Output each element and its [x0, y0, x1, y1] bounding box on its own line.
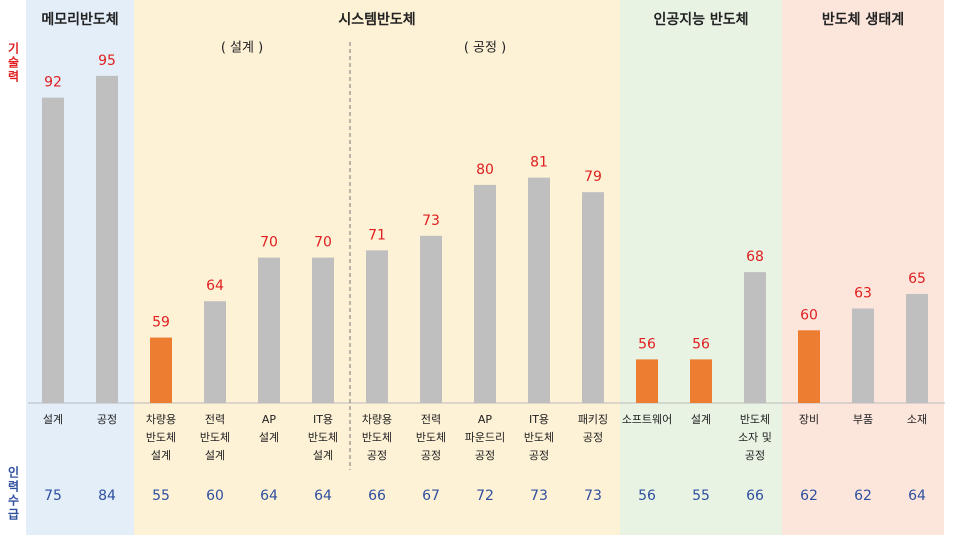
group-background: [620, 0, 782, 535]
value-label: 79: [584, 169, 602, 185]
supply-value: 56: [638, 488, 656, 504]
category-label: IT용: [529, 413, 549, 426]
value-row-label: 기술력: [6, 42, 20, 84]
supply-value: 75: [44, 488, 62, 504]
supply-row-label: 인력수급: [6, 466, 20, 522]
category-label: 부품: [853, 413, 873, 426]
supply-value: 55: [152, 488, 170, 504]
bar: [906, 293, 928, 403]
category-label: IT용: [313, 413, 333, 426]
supply-value: 62: [854, 488, 872, 504]
group-title: 시스템반도체: [338, 11, 415, 28]
category-label: 소자 및: [738, 431, 772, 444]
bar: [366, 250, 388, 403]
supply-value: 64: [908, 488, 926, 504]
value-label: 64: [206, 278, 224, 294]
category-label: AP: [478, 413, 493, 426]
category-label: 설계: [313, 449, 333, 462]
supply-value: 55: [692, 488, 710, 504]
group-title: 메모리반도체: [41, 11, 118, 28]
supply-value: 73: [584, 488, 602, 504]
bar: [582, 192, 604, 403]
supply-value: 72: [476, 488, 494, 504]
category-label: 공정: [97, 413, 117, 426]
supply-value: 60: [206, 488, 224, 504]
value-label: 56: [638, 336, 656, 352]
category-label: 반도체: [362, 431, 392, 444]
category-label: 파운드리: [465, 431, 505, 444]
bar: [204, 301, 226, 403]
bar: [474, 184, 496, 403]
category-label: 반도체: [200, 431, 230, 444]
category-label: 패키징: [578, 413, 608, 426]
bar: [312, 257, 334, 403]
category-label: 공정: [529, 449, 549, 462]
bar: [258, 257, 280, 403]
supply-value: 66: [368, 488, 386, 504]
category-label: 장비: [799, 413, 819, 426]
category-label: AP: [262, 413, 277, 426]
group-title: 인공지능 반도체: [653, 11, 748, 28]
bar: [96, 75, 118, 403]
value-label: 81: [530, 155, 548, 171]
value-label: 65: [908, 271, 926, 287]
category-label: 공정: [583, 431, 603, 444]
supply-value: 67: [422, 488, 440, 504]
value-label: 60: [800, 307, 818, 323]
category-label: 설계: [691, 413, 711, 426]
bar: [150, 337, 172, 403]
value-label: 95: [98, 53, 116, 69]
category-label: 반도체: [416, 431, 446, 444]
category-label: 공정: [475, 449, 495, 462]
value-label: 70: [260, 235, 278, 251]
category-label: 전력: [205, 413, 225, 426]
category-label: 전력: [421, 413, 441, 426]
value-label: 73: [422, 213, 440, 229]
category-label: 공정: [367, 449, 387, 462]
category-label: 공정: [745, 449, 765, 462]
supply-value: 62: [800, 488, 818, 504]
supply-value: 73: [530, 488, 548, 504]
category-label: 차량용: [146, 413, 176, 426]
category-label: 소재: [907, 413, 927, 426]
value-label: 70: [314, 235, 332, 251]
supply-value: 64: [314, 488, 332, 504]
category-label: 반도체: [524, 431, 554, 444]
value-label: 68: [746, 249, 764, 265]
bar: [528, 177, 550, 403]
value-label: 80: [476, 162, 494, 178]
category-label: 반도체: [308, 431, 338, 444]
category-label: 설계: [259, 431, 279, 444]
bar: [690, 359, 712, 403]
value-label: 63: [854, 285, 872, 301]
group-background: [782, 0, 944, 535]
value-label: 56: [692, 336, 710, 352]
section-label: ( 설계 ): [221, 41, 263, 56]
supply-value: 64: [260, 488, 278, 504]
bar: [798, 330, 820, 403]
category-label: 차량용: [362, 413, 392, 426]
category-label: 소프트웨어: [622, 413, 673, 426]
bar: [852, 308, 874, 403]
value-label: 92: [44, 75, 62, 91]
value-label: 71: [368, 227, 386, 243]
bar: [42, 97, 64, 403]
group-title: 반도체 생태계: [822, 11, 904, 28]
bar: [744, 272, 766, 403]
category-label: 설계: [43, 413, 63, 426]
value-label: 59: [152, 315, 170, 331]
supply-value: 66: [746, 488, 764, 504]
category-label: 반도체: [146, 431, 176, 444]
section-label: ( 공정 ): [464, 41, 506, 56]
category-label: 반도체: [740, 413, 770, 426]
supply-value: 84: [98, 488, 116, 504]
bar: [420, 235, 442, 403]
category-label: 공정: [421, 449, 441, 462]
category-label: 설계: [151, 449, 171, 462]
bar: [636, 359, 658, 403]
category-label: 설계: [205, 449, 225, 462]
